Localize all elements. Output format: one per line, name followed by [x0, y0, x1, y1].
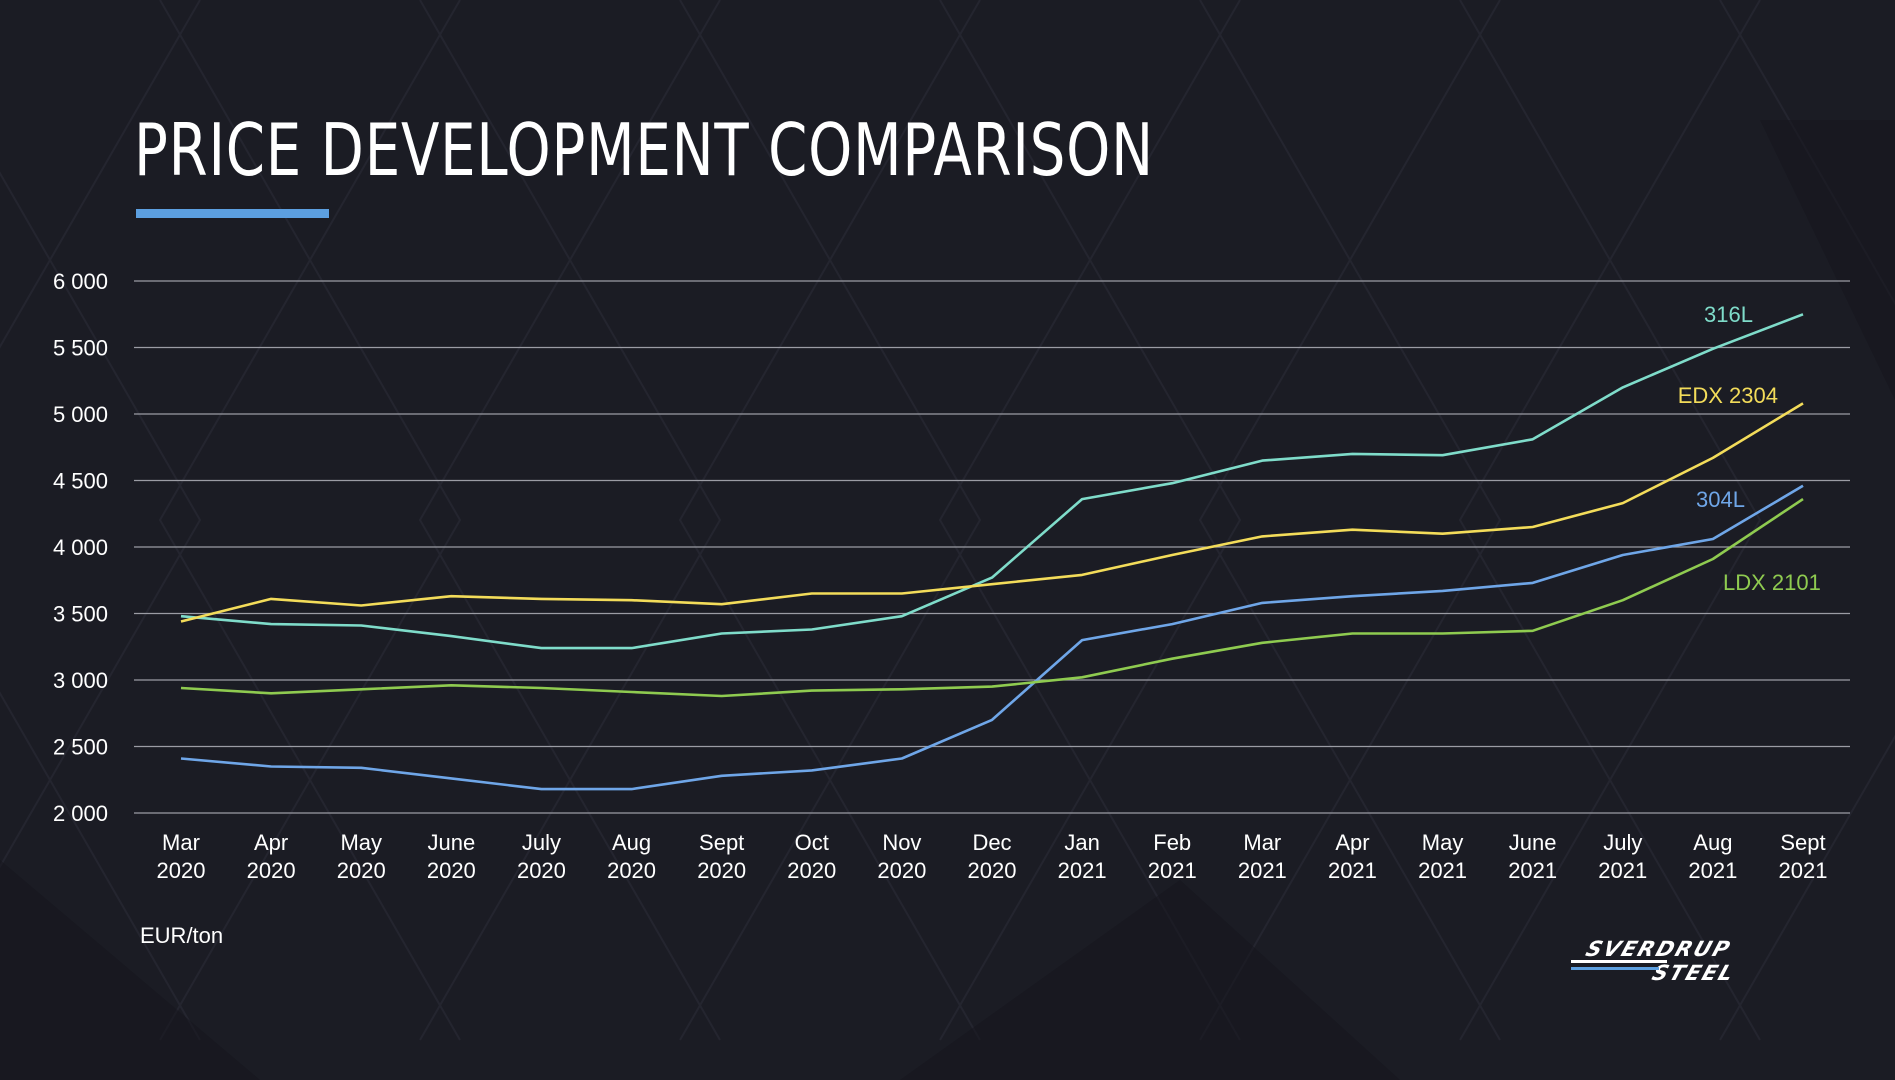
- x-tick-label-year: 2020: [877, 858, 926, 883]
- x-tick-label-month: Aug: [612, 830, 651, 855]
- x-tick-label-year: 2021: [1688, 858, 1737, 883]
- gridlines: [134, 280, 1850, 814]
- y-tick-label: 5 000: [53, 402, 108, 427]
- x-tick-label-month: Sept: [699, 830, 744, 855]
- x-axis-ticks: Mar 2020 Apr 2020 May 2020 June 2020 July 2020 Aug…: [157, 830, 1828, 883]
- x-tick-label-year: 2020: [157, 858, 206, 883]
- unit-label: EUR/ton: [140, 923, 224, 948]
- logo-line2: STEEL: [1649, 961, 1738, 984]
- x-tick-label-year: 2021: [1148, 858, 1197, 883]
- logo-line1: SVERDRUP: [1583, 937, 1735, 961]
- series-label: LDX 2101: [1723, 570, 1821, 595]
- logo-stripe-2: [1571, 967, 1659, 970]
- x-tick-label-year: 2021: [1418, 858, 1467, 883]
- x-tick-label-month: July: [1603, 830, 1642, 855]
- y-tick-label: 3 000: [53, 668, 108, 693]
- x-tick-label-year: 2021: [1508, 858, 1557, 883]
- x-tick-label-month: Nov: [882, 830, 921, 855]
- x-tick-label-month: June: [427, 830, 475, 855]
- x-tick-label-month: Apr: [1335, 830, 1369, 855]
- x-tick-label-month: Mar: [1243, 830, 1281, 855]
- x-tick-label-month: Dec: [972, 830, 1011, 855]
- x-tick-label-year: 2021: [1598, 858, 1647, 883]
- series-lines: [180, 313, 1804, 791]
- series-line-edx-2304: [180, 402, 1804, 623]
- series-line-ldx-2101: [180, 498, 1804, 698]
- x-tick-label-year: 2020: [968, 858, 1017, 883]
- y-tick-label: 5 500: [53, 336, 108, 361]
- logo-stripe-1: [1571, 960, 1667, 963]
- y-axis-ticks: 2 000 2 500 3 000 3 500 4 000 4 500 5 000 5 500…: [53, 269, 108, 826]
- x-tick-label-year: 2021: [1058, 858, 1107, 883]
- x-tick-label-year: 2020: [697, 858, 746, 883]
- x-tick-label-year: 2020: [517, 858, 566, 883]
- y-tick-label: 6 000: [53, 269, 108, 294]
- y-tick-label: 2 000: [53, 801, 108, 826]
- series-labels: 316L EDX 2304 304L LDX 2101: [1678, 302, 1821, 595]
- x-tick-label-year: 2020: [247, 858, 296, 883]
- y-tick-label: 4 500: [53, 469, 108, 494]
- sverdrup-steel-logo: SVERDRUP STEEL: [1571, 937, 1738, 984]
- x-tick-label-year: 2020: [787, 858, 836, 883]
- x-tick-label-month: May: [1422, 830, 1464, 855]
- x-tick-label-year: 2021: [1238, 858, 1287, 883]
- series-label: 316L: [1704, 302, 1753, 327]
- x-tick-label-month: May: [340, 830, 382, 855]
- y-tick-label: 2 500: [53, 735, 108, 760]
- y-tick-label: 3 500: [53, 602, 108, 627]
- x-tick-label-month: Mar: [162, 830, 200, 855]
- x-tick-label-month: July: [522, 830, 561, 855]
- title-accent-bar: [136, 209, 329, 218]
- x-tick-label-year: 2021: [1779, 858, 1828, 883]
- x-tick-label-year: 2020: [427, 858, 476, 883]
- x-tick-label-month: Sept: [1780, 830, 1825, 855]
- series-line-304l: [180, 484, 1804, 791]
- page-title: PRICE DEVELOPMENT COMPARISON: [134, 108, 1154, 192]
- y-tick-label: 4 000: [53, 535, 108, 560]
- x-tick-label-month: Oct: [795, 830, 829, 855]
- series-label: EDX 2304: [1678, 383, 1778, 408]
- x-tick-label-year: 2020: [607, 858, 656, 883]
- series-label: 304L: [1696, 487, 1745, 512]
- x-tick-label-year: 2020: [337, 858, 386, 883]
- x-tick-label-month: Feb: [1153, 830, 1191, 855]
- x-tick-label-year: 2021: [1328, 858, 1377, 883]
- x-tick-label-month: Apr: [254, 830, 288, 855]
- x-tick-label-month: Aug: [1693, 830, 1732, 855]
- x-tick-label-month: Jan: [1064, 830, 1099, 855]
- x-tick-label-month: June: [1509, 830, 1557, 855]
